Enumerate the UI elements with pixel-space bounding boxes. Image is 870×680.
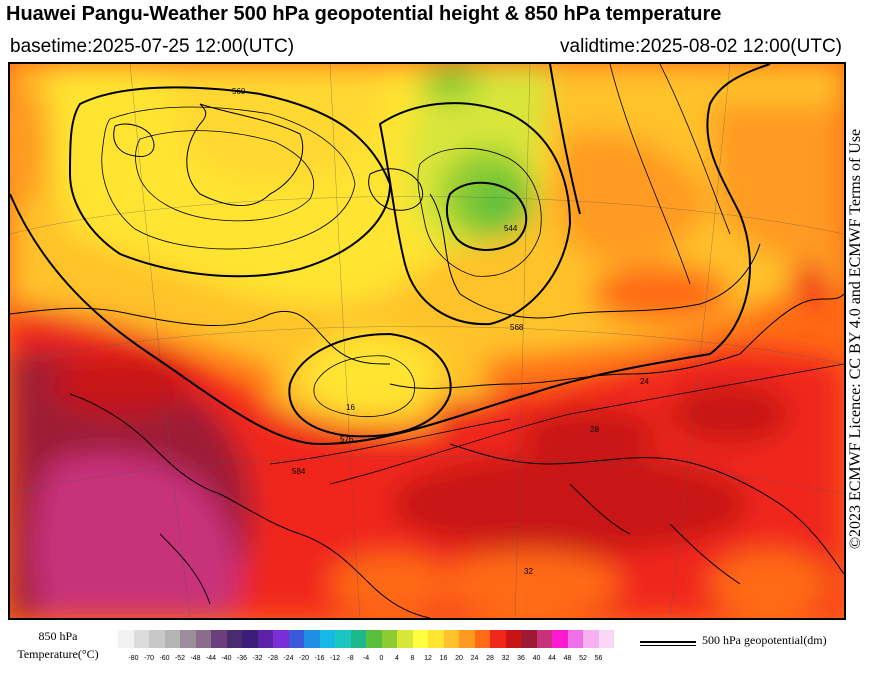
colorbar-swatch	[490, 630, 506, 648]
geopotential-legend-label: 500 hPa geopotential(dm)	[702, 633, 827, 647]
colorbar-tick-label: -8	[347, 655, 354, 662]
colorbar-tick-label: 24	[470, 655, 479, 662]
colorbar-tick-label: -40	[221, 655, 232, 662]
colorbar-swatch	[195, 630, 211, 648]
colorbar-swatch	[598, 630, 614, 648]
colorbar-tick-label: -24	[283, 655, 294, 662]
colorbar-tick-label: 32	[501, 655, 510, 662]
colorbar-tick-label: -80	[128, 655, 139, 662]
colorbar-swatch	[381, 630, 397, 648]
colorbar-tick-label: 8	[410, 655, 415, 662]
colorbar-swatch	[288, 630, 304, 648]
contour-label: 560	[232, 87, 246, 96]
colorbar-swatch	[133, 630, 149, 648]
colorbar-swatch	[521, 630, 537, 648]
temperature-label: 24	[640, 377, 649, 386]
colorbar-tick-label: -20	[298, 655, 310, 662]
coastlines	[10, 103, 844, 618]
colorbar-tick-label: -32	[252, 655, 263, 662]
contour-label: 544	[504, 224, 518, 233]
colorbar-tick-label: 44	[548, 655, 556, 662]
colorbar-swatch	[443, 630, 459, 648]
legend-title-line2: Temperature(°C)	[17, 647, 99, 661]
colorbar-swatch	[211, 630, 227, 648]
validtime-label: validtime:2025-08-02 12:00(UTC)	[560, 36, 842, 57]
colorbar-tick-label: -16	[314, 655, 325, 662]
temperature-label: 16	[346, 403, 355, 412]
colorbar-tick-label: -70	[143, 655, 155, 662]
colorbar-swatch	[164, 630, 180, 648]
geopotential-legend-line	[640, 641, 696, 643]
legend-title-line1: 850 hPa	[38, 629, 78, 643]
colorbar-swatch	[552, 630, 568, 648]
colorbar-tick-label: -48	[190, 655, 201, 662]
colorbar-swatch	[304, 630, 320, 648]
contour-label: 576	[340, 435, 354, 444]
colorbar-swatch	[397, 630, 413, 648]
colorbar-swatch	[474, 630, 490, 648]
colorbar-tick-label: 56	[594, 655, 603, 662]
colorbar-swatch	[536, 630, 552, 648]
temperature-colorbar	[118, 630, 614, 648]
colorbar-swatch	[428, 630, 444, 648]
colorbar-tick-label: -44	[205, 655, 217, 662]
temperature-legend-title: 850 hPa Temperature(°C)	[8, 627, 108, 663]
chart-title: Huawei Pangu-Weather 500 hPa geopotentia…	[6, 3, 722, 25]
geopotential-legend-line-thin	[640, 645, 696, 646]
colorbar-swatch	[412, 630, 428, 648]
colorbar-swatch	[257, 630, 273, 648]
colorbar-swatch	[149, 630, 165, 648]
colorbar-tick-label: 12	[424, 655, 432, 662]
colorbar-tick-label: 16	[439, 655, 448, 662]
weather-map: 560 544 568 576 584 16 24 28 32	[8, 62, 846, 620]
colorbar-swatch	[242, 630, 258, 648]
colorbar-swatch	[180, 630, 196, 648]
temperature-field	[10, 64, 844, 618]
colorbar-tick-label: -12	[329, 655, 341, 662]
colorbar-swatch	[273, 630, 289, 648]
colorbar-tick-label: -60	[159, 655, 170, 662]
colorbar-swatch	[335, 630, 351, 648]
colorbar-swatch	[319, 630, 335, 648]
colorbar-tick-label: 0	[379, 655, 384, 662]
temperature-label: 28	[590, 425, 599, 434]
colorbar-ticks: -80 -70 -60 -52 -48 -44 -40 -36 -32 -28 -24 -20 -16-…	[118, 655, 618, 667]
colorbar-tick-label: 36	[517, 655, 525, 662]
colorbar-tick-label: 48	[563, 655, 572, 662]
colorbar-tick-label: 20	[455, 655, 463, 662]
colorbar-tick-label: -28	[267, 655, 279, 662]
contour-label: 568	[510, 323, 524, 332]
colorbar-tick-label: 40	[532, 655, 541, 662]
colorbar-tick-label: -36	[236, 655, 248, 662]
colorbar-swatch	[567, 630, 583, 648]
colorbar-tick-label: -52	[174, 655, 186, 662]
colorbar-tick-label: 28	[486, 655, 494, 662]
colorbar-swatch	[350, 630, 366, 648]
colorbar-swatch	[583, 630, 599, 648]
colorbar-swatch	[505, 630, 521, 648]
license-text: ©2023 ECMWF Licence: CC BY 4.0 and ECMWF…	[842, 65, 870, 613]
temperature-label: 32	[524, 567, 533, 576]
colorbar-swatch	[366, 630, 382, 648]
colorbar-swatch	[118, 630, 134, 648]
colorbar-tick-label: 4	[395, 655, 399, 662]
colorbar-swatch	[226, 630, 242, 648]
contour-label: 584	[292, 467, 306, 476]
license-label: ©2023 ECMWF Licence: CC BY 4.0 and ECMWF…	[847, 128, 864, 550]
colorbar-swatch	[459, 630, 475, 648]
colorbar-tick-label: 52	[579, 655, 587, 662]
basetime-label: basetime:2025-07-25 12:00(UTC)	[10, 36, 295, 57]
colorbar-tick-label: -4	[362, 655, 370, 662]
